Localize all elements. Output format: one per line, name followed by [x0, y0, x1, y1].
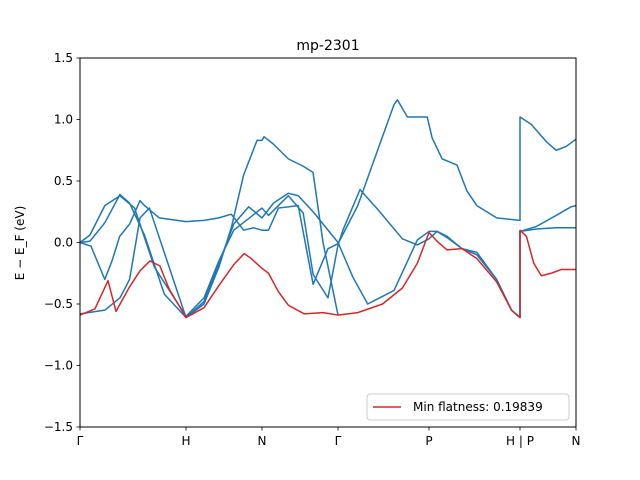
band-line-3	[79, 99, 577, 286]
chart-title: mp-2301	[296, 38, 359, 54]
x-tick-label: N	[572, 434, 581, 448]
y-tick-label: 0.5	[54, 174, 73, 188]
y-tick-label: −1.0	[44, 359, 73, 373]
legend-label-flat-band: Min flatness: 0.19839	[413, 400, 543, 414]
axis-ticks: −1.5 −1.0 −0.5 0.0 0.5 1.0 1.5 Γ H N Γ P H | P N	[44, 51, 581, 448]
x-tick-label: Γ	[77, 434, 84, 448]
y-tick-label: −1.5	[44, 420, 73, 434]
plot-area	[79, 99, 577, 319]
legend-box	[366, 393, 570, 421]
x-tick-label: N	[257, 434, 266, 448]
band-line-1	[79, 192, 576, 319]
x-tick-label: Γ	[335, 434, 342, 448]
y-axis-label-text: E − E_F (eV)	[13, 206, 27, 281]
y-tick-label: −0.5	[44, 297, 73, 311]
legend: Min flatness: 0.19839	[366, 393, 570, 421]
y-tick-label: 1.5	[54, 51, 73, 65]
y-tick-label: 0.0	[54, 236, 73, 250]
plot-frame	[79, 57, 577, 428]
x-tick-label: H | P	[506, 434, 534, 448]
x-tick-label: H	[181, 434, 190, 448]
band-line-2	[79, 188, 577, 319]
y-axis-label: E − E_F (eV)	[13, 206, 27, 281]
y-tick-label: 1.0	[54, 113, 73, 127]
band-line-4	[79, 135, 339, 319]
flat-band-line	[79, 229, 576, 319]
x-tick-label: P	[425, 434, 432, 448]
